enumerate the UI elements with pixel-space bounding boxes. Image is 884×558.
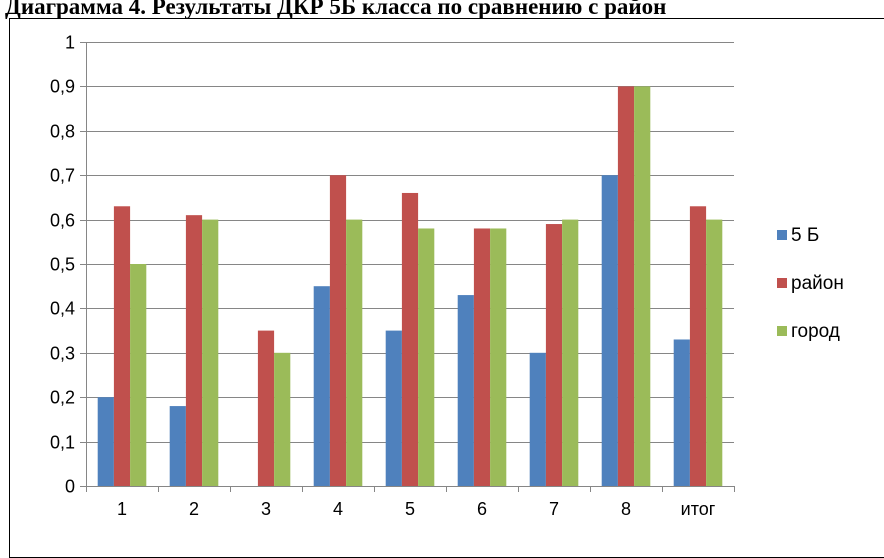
bar-district — [689, 206, 707, 486]
bar-city — [418, 228, 435, 487]
bar-class — [169, 406, 186, 486]
bar-chart: 0 0,1 0,2 0,3 0,4 0,5 0,6 0,7 0,8 0,9 1 1 2 3 4 5 6 7 8 ито… — [50, 33, 844, 520]
bar-district — [185, 215, 203, 486]
bar-class — [97, 397, 114, 486]
x-tick-label: 7 — [549, 499, 559, 519]
bar-district — [329, 175, 347, 486]
bar-district — [113, 206, 131, 486]
y-tick-label: 0,4 — [50, 299, 75, 319]
y-tick-label: 0,3 — [50, 344, 75, 364]
bar-city — [130, 264, 147, 486]
bar-class — [457, 295, 474, 486]
legend-label-city: город — [791, 321, 840, 342]
bar-city — [634, 86, 651, 487]
bar-city — [706, 219, 723, 486]
legend-swatch-city — [777, 326, 787, 336]
x-tick-label: итог — [681, 499, 716, 519]
bar-district — [257, 330, 275, 486]
legend-label-district: район — [791, 273, 844, 294]
x-tick-label: 3 — [261, 499, 271, 519]
bar-city — [274, 352, 291, 486]
bar-district — [401, 192, 419, 486]
bar-district — [545, 224, 563, 487]
legend-swatch-district — [777, 278, 787, 288]
y-tick-label: 1 — [65, 33, 75, 53]
bar-class — [313, 286, 330, 486]
bar-class — [673, 339, 690, 486]
y-tick-label: 0,8 — [50, 122, 75, 142]
bar-city — [346, 219, 363, 486]
bar-district — [473, 228, 491, 487]
bar-city — [490, 228, 507, 487]
bar-district — [617, 86, 635, 487]
y-tick-label: 0,6 — [50, 211, 75, 231]
bar-class — [601, 175, 618, 486]
x-tick-label: 4 — [333, 499, 343, 519]
y-tick-label: 0 — [65, 477, 75, 497]
y-tick-label: 0,1 — [50, 433, 75, 453]
bar-city — [562, 219, 579, 486]
y-tick-label: 0,2 — [50, 388, 75, 408]
x-tick-label: 8 — [621, 499, 631, 519]
y-tick-label: 0,5 — [50, 255, 75, 275]
bar-city — [202, 219, 219, 486]
bar-class — [529, 352, 546, 486]
x-tick-label: 6 — [477, 499, 487, 519]
x-tick-label: 5 — [405, 499, 415, 519]
x-tick-label: 2 — [189, 499, 199, 519]
x-tick-label: 1 — [117, 499, 127, 519]
legend-swatch-class — [777, 230, 787, 240]
y-tick-label: 0,9 — [50, 77, 75, 97]
y-tick-label: 0,7 — [50, 166, 75, 186]
legend-label-class: 5 Б — [791, 225, 819, 246]
bar-class — [385, 330, 402, 486]
page-title: Диаграмма 4. Результаты ДКР 5Б класса по… — [5, 0, 667, 19]
